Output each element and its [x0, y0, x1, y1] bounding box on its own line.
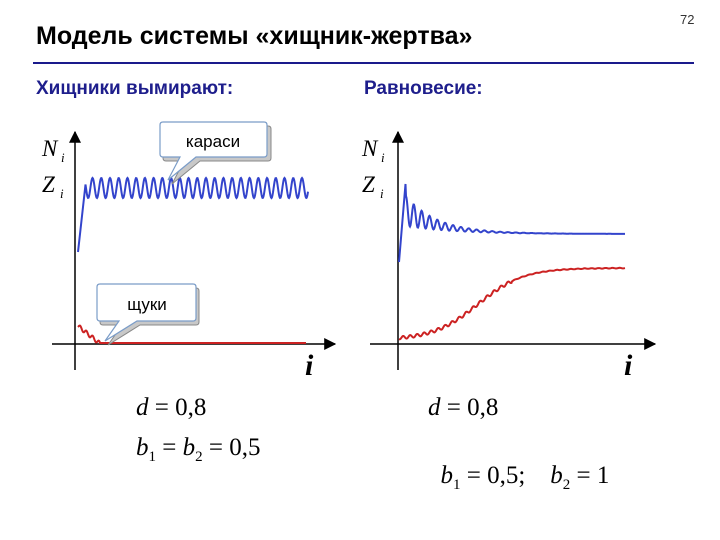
right-formula-d-var: d	[428, 394, 441, 421]
right-formula-b-rest: = 1	[570, 462, 610, 489]
title-underline	[33, 62, 694, 64]
left-x-label: i	[305, 349, 314, 382]
right-y-label-z: Z	[362, 172, 375, 197]
left-y-label-n: N	[41, 136, 59, 161]
left-formula-b2-sub: 2	[195, 449, 203, 465]
left-formula-b1-sub: 1	[148, 449, 157, 465]
right-formula-b-mid: = 0,5;	[460, 462, 551, 489]
left-formula-b-rest: = 0,5	[202, 434, 261, 461]
left-y-label-z: Z	[42, 172, 55, 197]
right-predator-curve	[398, 266, 626, 341]
left-formula-d-rest: = 0,8	[148, 394, 207, 421]
right-plot: N i Z i i	[361, 130, 657, 382]
right-prey-curve	[398, 183, 625, 263]
right-formula-b2-sub: 2	[562, 477, 571, 493]
left-formula-b: b1 = b2 = 0,5	[136, 434, 260, 466]
heading-equilibrium: Равновесие:	[364, 78, 483, 99]
left-prey-curve	[77, 176, 309, 253]
page-number: 72	[680, 12, 695, 27]
right-formula-b: b1 = 0,5; b2 = 1	[428, 434, 610, 494]
slide-title: Модель системы «хищник-жертва»	[36, 22, 473, 50]
right-y-label-n: N	[361, 136, 379, 161]
callout-predator-bubble	[96, 283, 197, 342]
right-formula-b1-var: b	[440, 462, 454, 489]
right-formula-b2-var: b	[550, 462, 563, 489]
callout-predator-text: щуки	[127, 295, 167, 314]
left-plot: N i Z i i караси щуки	[41, 121, 337, 382]
left-formula-b2-var: b	[182, 434, 196, 461]
right-formula-b1-sub: 1	[453, 477, 461, 493]
left-predator-curve	[77, 324, 306, 344]
heading-predators-die: Хищники вымирают:	[36, 78, 234, 99]
right-formula-d: d = 0,8	[428, 394, 498, 422]
left-formula-b-mid: =	[156, 434, 183, 461]
right-x-label: i	[624, 349, 633, 382]
right-y-label-z-sub: i	[380, 186, 384, 201]
left-formula-b1-var: b	[136, 434, 149, 461]
callout-prey-bubble	[159, 121, 268, 181]
left-y-label-z-sub: i	[60, 186, 64, 201]
left-formula-d-var: d	[136, 394, 149, 421]
right-y-label-n-sub: i	[381, 150, 385, 165]
left-formula-d: d = 0,8	[136, 394, 206, 422]
left-y-label-n-sub: i	[61, 150, 65, 165]
right-formula-d-rest: = 0,8	[440, 394, 499, 421]
callout-prey-text: караси	[186, 132, 240, 151]
